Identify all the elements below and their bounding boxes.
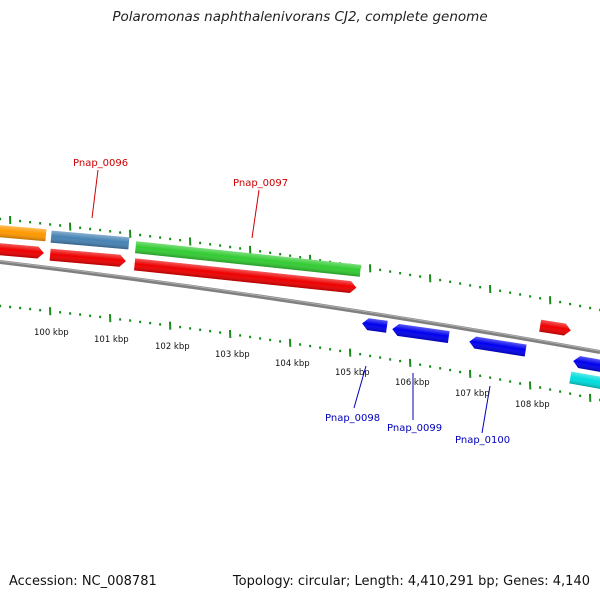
scale-label-104kbp: 104 kbp	[275, 359, 310, 369]
inner-tick-ring	[0, 304, 600, 402]
orange-gene[interactable]	[0, 224, 47, 242]
leader-line-0100	[481, 385, 491, 434]
leader-line-0098	[353, 365, 367, 409]
blue-cds-1[interactable]	[361, 317, 388, 333]
gene-label-pnap-0097[interactable]: Pnap_0097	[233, 178, 288, 189]
gene-label-pnap-0099[interactable]: Pnap_0099	[387, 423, 442, 434]
blue-cds-3[interactable]	[468, 336, 527, 357]
accession-text: Accession: NC_008781	[9, 574, 157, 589]
red-cds-2[interactable]	[49, 248, 127, 268]
scale-label-102kbp: 102 kbp	[155, 342, 190, 352]
scale-label-106kbp: 106 kbp	[395, 378, 430, 388]
blue-cds-2[interactable]	[391, 323, 450, 343]
scale-label-103kbp: 103 kbp	[215, 350, 250, 360]
scale-label-105kbp: 105 kbp	[335, 368, 370, 378]
scale-label-107kbp: 107 kbp	[455, 389, 490, 399]
red-cds-4[interactable]	[539, 319, 571, 337]
genome-backbone	[0, 260, 600, 354]
map-title: Polaromonas naphthalenivorans CJ2, compl…	[112, 9, 488, 25]
gene-label-pnap-0098[interactable]: Pnap_0098	[325, 413, 380, 424]
blue-cds-4[interactable]	[572, 355, 600, 373]
leader-line-0097	[251, 189, 260, 239]
green-gene[interactable]	[134, 241, 362, 277]
gene-label-pnap-0096[interactable]: Pnap_0096	[73, 158, 128, 169]
red-cds-1[interactable]	[0, 242, 44, 259]
scale-label-100kbp: 100 kbp	[34, 328, 69, 338]
gene-label-pnap-0100[interactable]: Pnap_0100	[455, 435, 510, 446]
leader-line-0096	[91, 169, 99, 219]
genome-stats-text: Topology: circular; Length: 4,410,291 bp…	[232, 574, 590, 589]
red-cds-3[interactable]	[133, 258, 357, 294]
scale-label-101kbp: 101 kbp	[94, 335, 129, 345]
steelblue-gene[interactable]	[50, 230, 130, 250]
scale-label-108kbp: 108 kbp	[515, 400, 550, 410]
cyan-gene[interactable]	[569, 371, 600, 391]
